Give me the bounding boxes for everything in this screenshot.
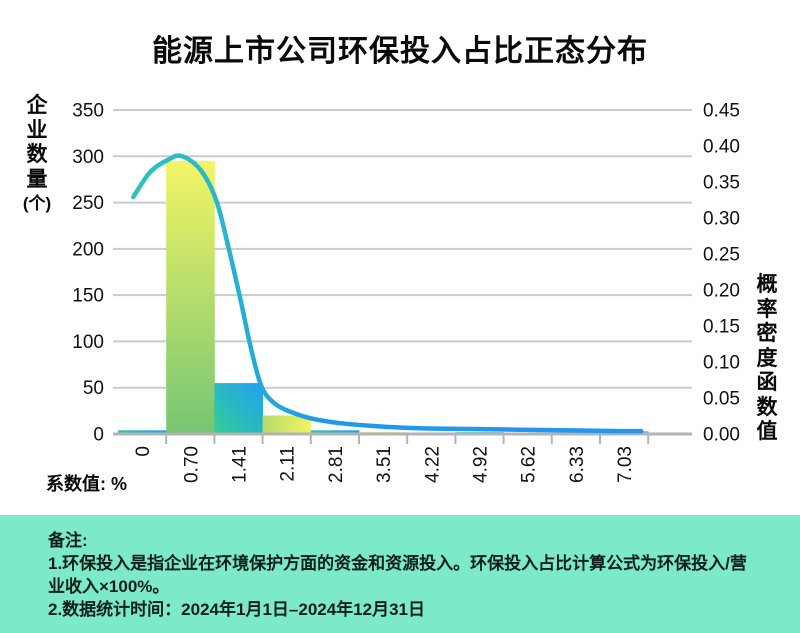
right-axis-tick-label: 0.20 (703, 281, 740, 302)
x-axis-category-label: 1.41 (230, 446, 251, 483)
histogram-bar (262, 415, 312, 434)
right-axis-tick-label: 0.15 (703, 317, 740, 338)
right-axis-tick-label: 0.25 (703, 245, 740, 266)
histogram-bar (214, 383, 263, 434)
left-axis-tick-label: 250 (72, 193, 104, 214)
x-axis-category-label: 2.11 (278, 446, 299, 482)
x-axis-category-label: 2.81 (326, 446, 347, 483)
left-axis-tick-label: 100 (72, 332, 104, 353)
right-axis-tick-label: 0.00 (703, 425, 740, 446)
x-axis-category-label: 0 (133, 446, 154, 457)
density-curve (130, 153, 644, 434)
left-axis-tick-label: 0 (93, 425, 104, 446)
left-axis-title-char: 量 (26, 167, 48, 191)
left-axis-tick-label: 150 (72, 286, 104, 307)
right-axis-title-char: 值 (756, 420, 778, 443)
histogram-bar (310, 430, 360, 434)
left-axis-title-char: (个) (22, 194, 52, 213)
x-axis-category-label: 4.22 (422, 446, 443, 483)
right-axis-tick-label: 0.10 (703, 353, 740, 374)
left-axis-tick-label: 300 (72, 147, 104, 168)
left-axis-tick-label: 50 (83, 378, 104, 399)
left-axis-title-char: 业 (26, 118, 48, 142)
notes-panel: 备注: 1.环保投入是指企业在环境保护方面的资金和资源投入。环保投入占比计算公式… (0, 515, 800, 633)
right-axis-title-char: 数 (756, 395, 778, 419)
histogram-bar (118, 430, 167, 434)
x-axis-category-label: 0.70 (181, 446, 202, 483)
right-axis-tick-label: 0.30 (703, 209, 740, 230)
x-axis-category-label: 3.51 (374, 446, 395, 483)
note-line-1: 1.环保投入是指企业在环境保护方面的资金和资源投入。环保投入占比计算公式为环保投… (48, 554, 747, 596)
right-axis-tick-label: 0.45 (703, 101, 740, 122)
chart-title: 能源上市公司环保投入占比正态分布 (152, 35, 648, 68)
histogram-bar (166, 160, 215, 434)
right-axis-title-char: 度 (756, 346, 778, 370)
x-axis-caption: 系数值: % (46, 474, 127, 494)
x-axis-category-label: 7.03 (615, 446, 636, 483)
x-axis-category-label: 4.92 (471, 446, 492, 483)
left-axis-tick-label: 350 (72, 101, 104, 122)
right-axis-title-char: 密 (756, 322, 778, 345)
plot-area: 350 300 250 200 150 100 50 0 0.45 0.40 0.35 0.30 0.2… (72, 101, 740, 483)
right-axis-title-char: 概 (756, 273, 778, 296)
left-axis-title-char: 数 (26, 143, 48, 166)
right-axis-tick-label: 0.40 (703, 137, 740, 158)
left-axis-tick-label: 200 (72, 239, 104, 260)
note-line-2: 2.数据统计时间：2024年1月1日–2024年12月31日 (48, 600, 425, 619)
right-axis-title-char: 率 (756, 297, 778, 321)
x-axis-category-label: 5.62 (519, 446, 540, 483)
right-axis-tick-label: 0.35 (703, 173, 740, 194)
right-axis-title-char: 函 (756, 371, 778, 394)
right-axis-tick-label: 0.05 (703, 389, 740, 410)
x-axis-category-label: 6.33 (567, 446, 588, 483)
left-axis-title: 企业数量 (个) (12, 94, 62, 217)
right-axis-title: 概率密度函数值 (748, 273, 786, 445)
notes-heading: 备注: (48, 531, 88, 550)
left-axis-title-char: 企 (26, 94, 48, 117)
